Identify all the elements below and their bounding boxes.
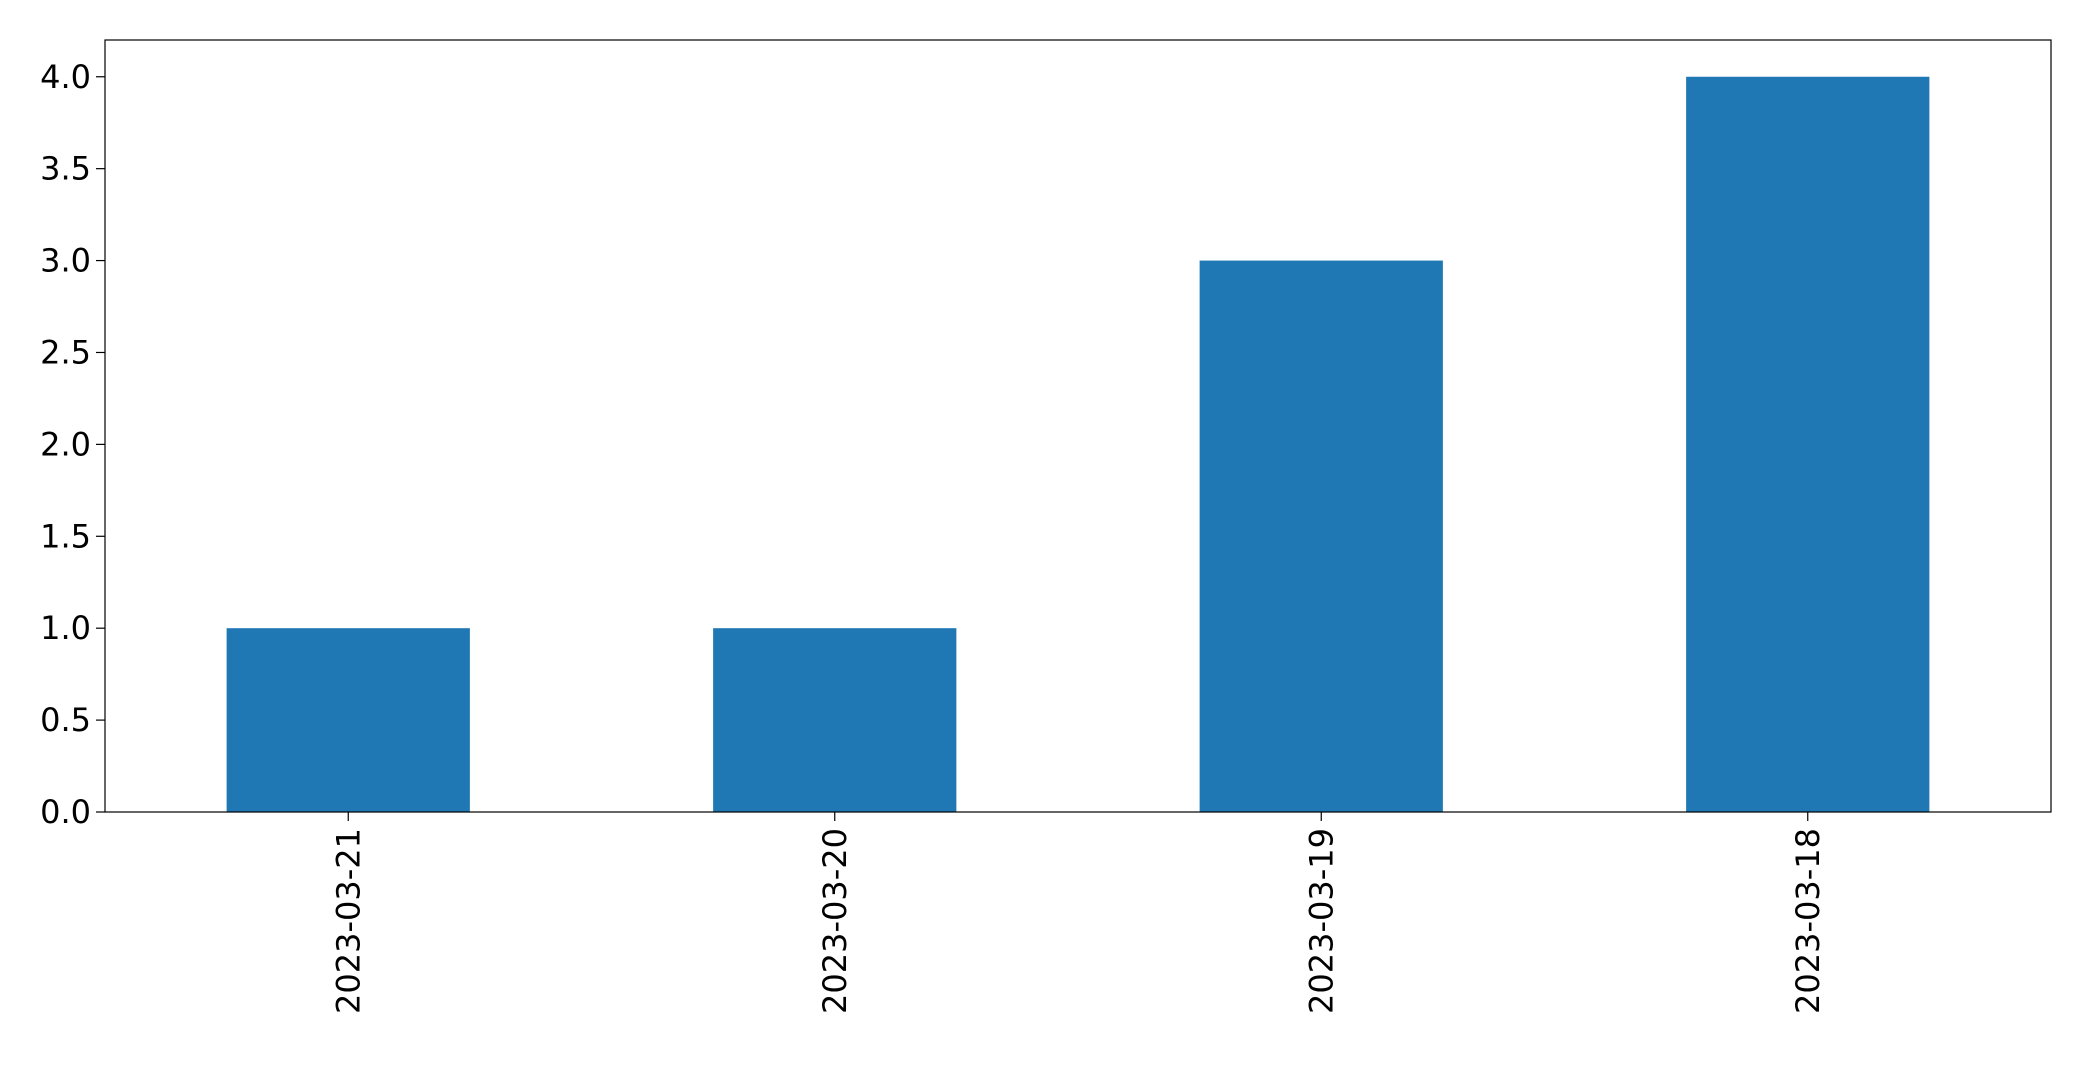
- y-tick-label: 4.0: [40, 58, 91, 96]
- x-tick-label: 2023-03-19: [1302, 828, 1340, 1014]
- x-axis-ticks: 2023-03-21 2023-03-20 2023-03-19 2023-03-18: [329, 812, 1827, 1014]
- y-axis-ticks: 0.0 0.5 1.0 1.5 2.0 2.5 3.0 3.5 4.0: [40, 58, 105, 831]
- plot-area-frame: [104, 39, 2052, 813]
- y-tick-label: 3.0: [40, 242, 91, 280]
- y-tick-label: 1.0: [40, 609, 91, 647]
- y-tick-label: 0.5: [40, 701, 91, 739]
- y-tick-label: 3.5: [40, 150, 91, 188]
- y-tick-label: 0.0: [40, 793, 91, 831]
- y-tick-label: 2.0: [40, 425, 91, 463]
- x-tick-label: 2023-03-20: [816, 828, 854, 1014]
- x-tick-label: 2023-03-18: [1789, 828, 1827, 1014]
- y-tick-label: 1.5: [40, 517, 91, 555]
- bar-2023-03-20: [713, 628, 957, 812]
- x-tick-label: 2023-03-21: [329, 828, 367, 1014]
- bar-2023-03-21: [226, 628, 470, 812]
- bar-2023-03-18: [1686, 76, 1930, 812]
- y-tick-label: 2.5: [40, 333, 91, 371]
- bar-2023-03-19: [1199, 260, 1443, 813]
- bar-series: [226, 76, 1930, 813]
